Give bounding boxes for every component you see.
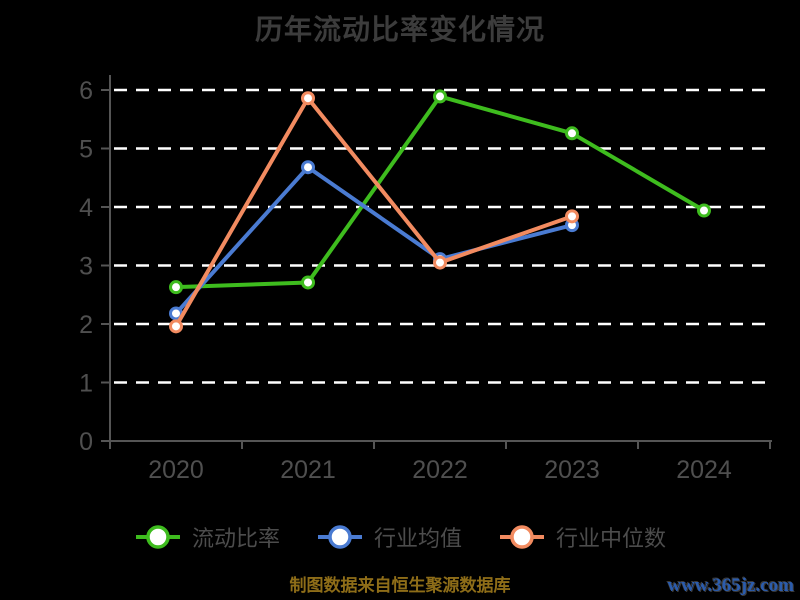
x-tick-label-2022: 2022 [412, 456, 468, 484]
legend-label: 行业均值 [373, 526, 462, 551]
x-tick-label-2020: 2020 [148, 456, 204, 484]
data-point-current-ratio-2024 [697, 203, 711, 218]
legend-label: 流动比率 [191, 526, 280, 551]
y-tick-label-3: 3 [79, 253, 93, 281]
chart-title: 历年流动比率变化情况 [254, 14, 545, 45]
source-note: 制图数据来自恒生聚源数据库 [289, 576, 511, 595]
legend-item-industry-mean[interactable]: 行业均值 [316, 521, 462, 553]
data-point-industry-median-2021 [301, 91, 315, 106]
data-point-current-ratio-2021 [301, 275, 315, 290]
data-point-current-ratio-2022 [433, 89, 447, 104]
legend-marker-icon [135, 525, 180, 549]
data-point-industry-median-2023 [565, 209, 579, 224]
data-point-industry-median-2020 [169, 319, 183, 334]
x-tick-label-2023: 2023 [544, 456, 600, 484]
data-point-current-ratio-2020 [169, 280, 183, 295]
legend-marker-icon [317, 525, 362, 549]
y-tick-label-5: 5 [79, 136, 93, 164]
y-tick-label-2: 2 [79, 311, 93, 339]
y-tick-label-4: 4 [79, 194, 93, 222]
x-tick-label-2021: 2021 [280, 456, 336, 484]
legend-marker-icon [500, 525, 544, 549]
data-point-industry-median-2022 [433, 255, 447, 270]
legend: 流动比率 行业均值 行业中位数 [0, 514, 800, 560]
legend-item-industry-median[interactable]: 行业中位数 [498, 521, 666, 553]
y-tick-label-0: 0 [79, 428, 93, 456]
y-tick-label-1: 1 [79, 370, 93, 398]
data-point-industry-mean-2021 [301, 160, 315, 175]
legend-item-current-ratio[interactable]: 流动比率 [134, 521, 280, 553]
series-line-industry-mean [174, 165, 574, 316]
y-tick-label-6: 6 [79, 77, 93, 105]
x-tick-label-2024: 2024 [676, 456, 732, 484]
series-line-industry-median [174, 96, 574, 329]
legend-label: 行业中位数 [556, 526, 667, 551]
data-point-current-ratio-2023 [565, 126, 579, 141]
watermark-link[interactable]: www.365jz.com [667, 575, 794, 596]
